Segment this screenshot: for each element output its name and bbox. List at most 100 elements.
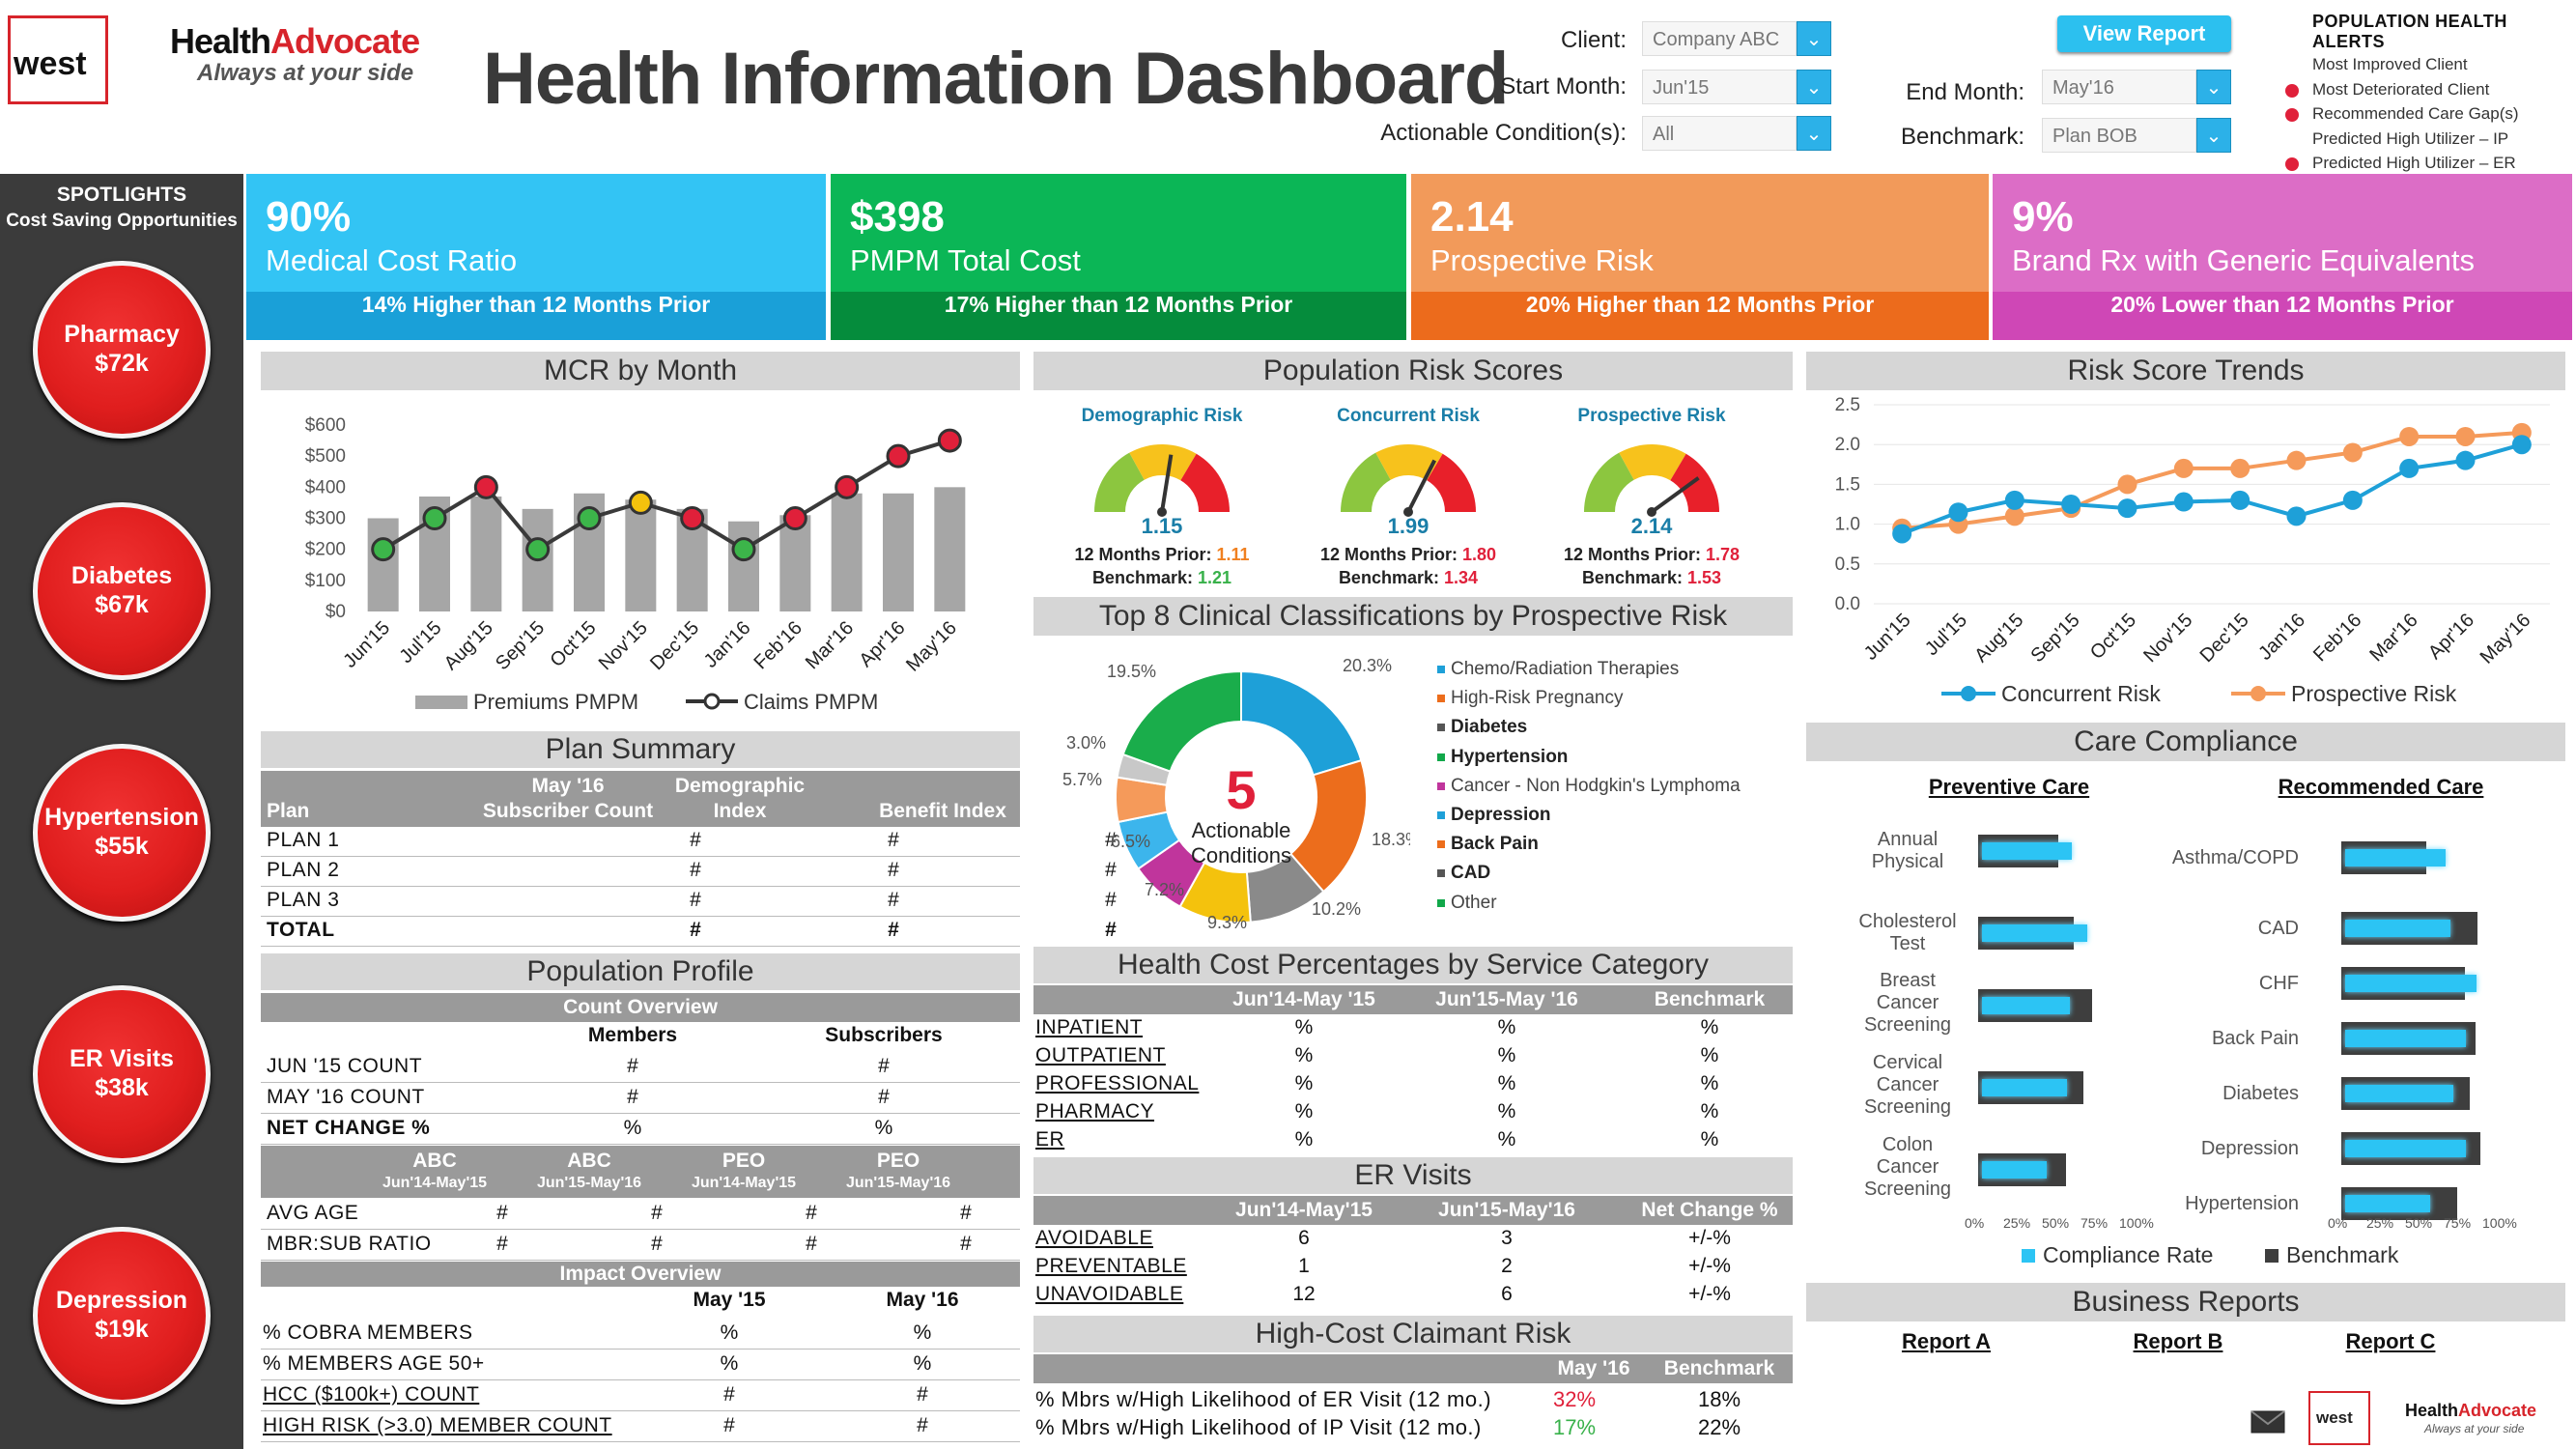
- report-a-link[interactable]: Report A: [1901, 1329, 1992, 1353]
- pp-cell: #: [878, 1055, 890, 1077]
- alert-item[interactable]: Recommended Care Gap(s): [2281, 101, 2562, 127]
- impact-row-link[interactable]: HCC ($100k+) COUNT: [263, 1383, 480, 1406]
- report-c-link[interactable]: Report C: [2345, 1329, 2436, 1353]
- spotlights-sidebar: SPOTLIGHTS Cost Saving Opportunities Pha…: [0, 174, 243, 1449]
- er-category-link[interactable]: AVOIDABLE: [1035, 1227, 1153, 1249]
- actionable-count: 5: [1226, 759, 1256, 820]
- end-month-dropdown-button[interactable]: ⌄: [2196, 70, 2231, 104]
- row-divider: [261, 1082, 1020, 1083]
- care-item-label: Annual Physical: [1871, 829, 1944, 872]
- hcost-cell: %: [1497, 1128, 1516, 1151]
- care-item-label: Hypertension: [2185, 1193, 2299, 1214]
- top8-legend-item[interactable]: Depression: [1437, 805, 1550, 834]
- kpi-label: Prospective Risk: [1430, 243, 1654, 277]
- donut-pct-label: 20.3%: [1343, 656, 1392, 675]
- start-month-select[interactable]: Jun'15: [1642, 70, 1797, 104]
- hcost-col-2: Jun'15-May '16: [1435, 988, 1578, 1010]
- row-divider: [261, 1144, 1020, 1145]
- er-category-link[interactable]: UNAVOIDABLE: [1035, 1283, 1184, 1305]
- grp-col-period: Jun'15-May'16: [536, 1175, 642, 1191]
- impact-row-link[interactable]: HIGH RISK (>3.0) MEMBER COUNT: [263, 1414, 612, 1436]
- trend-point: [2004, 506, 2024, 526]
- kpi-card[interactable]: 9% Brand Rx with Generic Equivalents 20% L…: [1993, 174, 2572, 340]
- trend-xtick: Aug'15: [1970, 610, 2027, 667]
- spotlight-diabetes-button[interactable]: Diabetes $67k: [33, 502, 211, 680]
- client-dropdown-button[interactable]: ⌄: [1797, 21, 1831, 56]
- donut-pct-label: 3.0%: [1066, 733, 1106, 753]
- compliance-rate-bar: [1982, 1079, 2067, 1096]
- kpi-footer: 14% Higher than 12 Months Prior: [246, 292, 826, 340]
- alert-item[interactable]: Most Improved Client: [2281, 52, 2562, 77]
- spotlight-depression-button[interactable]: Depression $19k: [33, 1227, 211, 1405]
- gauge-label: Demographic Risk: [1081, 406, 1243, 426]
- plan-col-subscriber: Subscriber Count: [482, 800, 654, 822]
- spotlight-value: $19k: [95, 1316, 149, 1343]
- top8-legend-item[interactable]: High-Risk Pregnancy: [1437, 688, 1623, 717]
- benchmark-swatch-icon: [2265, 1249, 2279, 1263]
- view-report-button[interactable]: View Report: [2057, 15, 2231, 52]
- care-item-label: Back Pain: [2211, 1028, 2299, 1049]
- spotlight-hypertension-button[interactable]: Hypertension $55k: [33, 744, 211, 922]
- benchmark-dropdown-button[interactable]: ⌄: [2196, 118, 2231, 153]
- top8-legend-item[interactable]: Diabetes: [1437, 717, 1527, 746]
- premium-bar: [883, 493, 914, 611]
- top8-legend-item[interactable]: CAD: [1437, 863, 1490, 892]
- er-category-link[interactable]: PREVENTABLE: [1035, 1255, 1187, 1277]
- claims-point: [731, 537, 756, 562]
- er-cell: +/-%: [1688, 1283, 1731, 1305]
- end-month-select[interactable]: May'16: [2042, 70, 2196, 104]
- top8-legend-item[interactable]: Back Pain: [1437, 834, 1539, 863]
- report-b-link[interactable]: Report B: [2133, 1329, 2223, 1353]
- preventive-care-link[interactable]: Preventive Care: [1928, 775, 2090, 799]
- claims-point: [835, 474, 860, 499]
- gauge-needle: [1650, 476, 1700, 514]
- alert-item[interactable]: Predicted High Utilizer – ER: [2281, 151, 2562, 176]
- condition-dropdown-button[interactable]: ⌄: [1797, 116, 1831, 151]
- page-title: Health Information Dashboard: [483, 38, 1509, 120]
- pp-row-label: NET CHANGE %: [267, 1117, 431, 1139]
- spotlight-pharmacy-button[interactable]: Pharmacy $72k: [33, 261, 211, 439]
- plan-name: PLAN 1: [267, 829, 340, 851]
- trend-xtick: Jan'16: [2254, 610, 2309, 665]
- gauge-benchmark: Benchmark: 1.21: [1041, 566, 1283, 589]
- spotlight-er-visits-button[interactable]: ER Visits $38k: [33, 985, 211, 1163]
- trend-point: [1948, 502, 1968, 523]
- top8-legend-item[interactable]: Hypertension: [1437, 747, 1568, 776]
- client-select[interactable]: Company ABC: [1642, 21, 1797, 56]
- top8-legend-item[interactable]: Cancer - Non Hodgkin's Lymphoma: [1437, 776, 1741, 805]
- alert-item[interactable]: Predicted High Utilizer – IP: [2281, 127, 2562, 152]
- care-axis-tick: 50%: [2405, 1215, 2433, 1231]
- email-icon[interactable]: [2250, 1410, 2285, 1434]
- row-divider: [261, 886, 1020, 887]
- service-category-link[interactable]: OUTPATIENT: [1035, 1044, 1166, 1066]
- gauge-value: 1.15: [1141, 514, 1183, 538]
- legend-square-icon: [1437, 724, 1445, 732]
- plan-col-top-2: Demographic: [674, 775, 806, 797]
- impact-col-may16: May '16: [886, 1289, 959, 1311]
- service-category-link[interactable]: PROFESSIONAL: [1035, 1072, 1200, 1094]
- service-category-link[interactable]: PHARMACY: [1035, 1100, 1155, 1122]
- top8-legend-item[interactable]: Other: [1437, 893, 1497, 922]
- legend-square-icon: [1437, 869, 1445, 878]
- benchmark-select[interactable]: Plan BOB: [2042, 118, 2196, 153]
- service-category-link[interactable]: INPATIENT: [1035, 1016, 1144, 1038]
- service-category-link[interactable]: ER: [1035, 1128, 1065, 1151]
- legend-square-icon: [1437, 665, 1445, 673]
- alert-item[interactable]: Most Deteriorated Client: [2281, 77, 2562, 102]
- trend-ytick: 1.0: [1835, 515, 1860, 535]
- gauge-segment: [1341, 452, 1391, 512]
- pp-cell: %: [874, 1117, 893, 1139]
- mcr-xtick: May'16: [902, 617, 961, 676]
- recommended-care-link[interactable]: Recommended Care: [2278, 775, 2484, 799]
- start-month-dropdown-button[interactable]: ⌄: [1797, 70, 1831, 104]
- impact-cell: %: [720, 1352, 739, 1375]
- hcc-may16-value: 17%: [1552, 1415, 1597, 1439]
- trend-legend-label: Prospective Risk: [2291, 681, 2457, 706]
- kpi-card[interactable]: $398 PMPM Total Cost 17% Higher than 12 Mo…: [831, 174, 1406, 340]
- kpi-card[interactable]: 2.14 Prospective Risk 20% Higher than 12 M…: [1411, 174, 1989, 340]
- gauge-segment: [1427, 453, 1476, 512]
- hcc-row-label: % Mbrs w/High Likelihood of ER Visit (12…: [1035, 1387, 1492, 1411]
- condition-select[interactable]: All: [1642, 116, 1797, 151]
- kpi-card[interactable]: 90% Medical Cost Ratio 14% Higher than 12 …: [246, 174, 826, 340]
- top8-legend-item[interactable]: Chemo/Radiation Therapies: [1437, 659, 1679, 688]
